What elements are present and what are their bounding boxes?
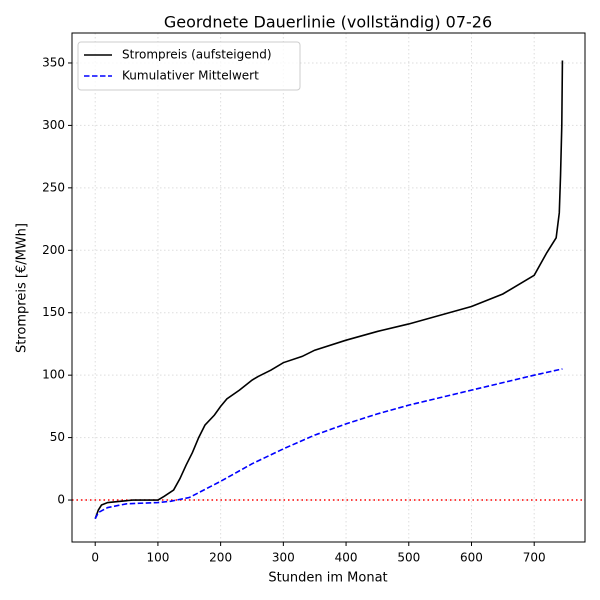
x-tick-label: 200 <box>209 551 232 565</box>
x-tick-label: 600 <box>460 551 483 565</box>
y-tick-label: 0 <box>57 493 65 507</box>
x-tick-label: 100 <box>146 551 169 565</box>
x-tick-label: 500 <box>397 551 420 565</box>
legend-box <box>77 41 301 91</box>
x-axis-label: Stunden im Monat <box>268 571 387 586</box>
y-tick-label: 100 <box>42 368 65 382</box>
x-tick-label: 300 <box>272 551 295 565</box>
y-tick-label: 350 <box>42 55 65 69</box>
x-tick-label: 400 <box>335 551 358 565</box>
y-tick-label: 250 <box>42 180 65 194</box>
y-tick-label: 150 <box>42 305 65 319</box>
legend-label: Strompreis (aufsteigend) <box>122 48 272 62</box>
plot-frame <box>71 32 586 543</box>
x-tick-label: 0 <box>91 551 99 565</box>
data-line <box>94 368 563 520</box>
x-tick-label: 700 <box>523 551 546 565</box>
chart-title: Geordnete Dauerlinie (vollständig) 07-26 <box>164 13 492 32</box>
y-tick-label: 200 <box>42 243 65 257</box>
y-tick-label: 300 <box>42 118 65 132</box>
legend-label: Kumulativer Mittelwert <box>122 69 259 83</box>
data-line <box>94 60 564 520</box>
y-axis-label: Strompreis [€/MWh] <box>15 223 30 353</box>
y-tick-label: 50 <box>50 430 65 444</box>
